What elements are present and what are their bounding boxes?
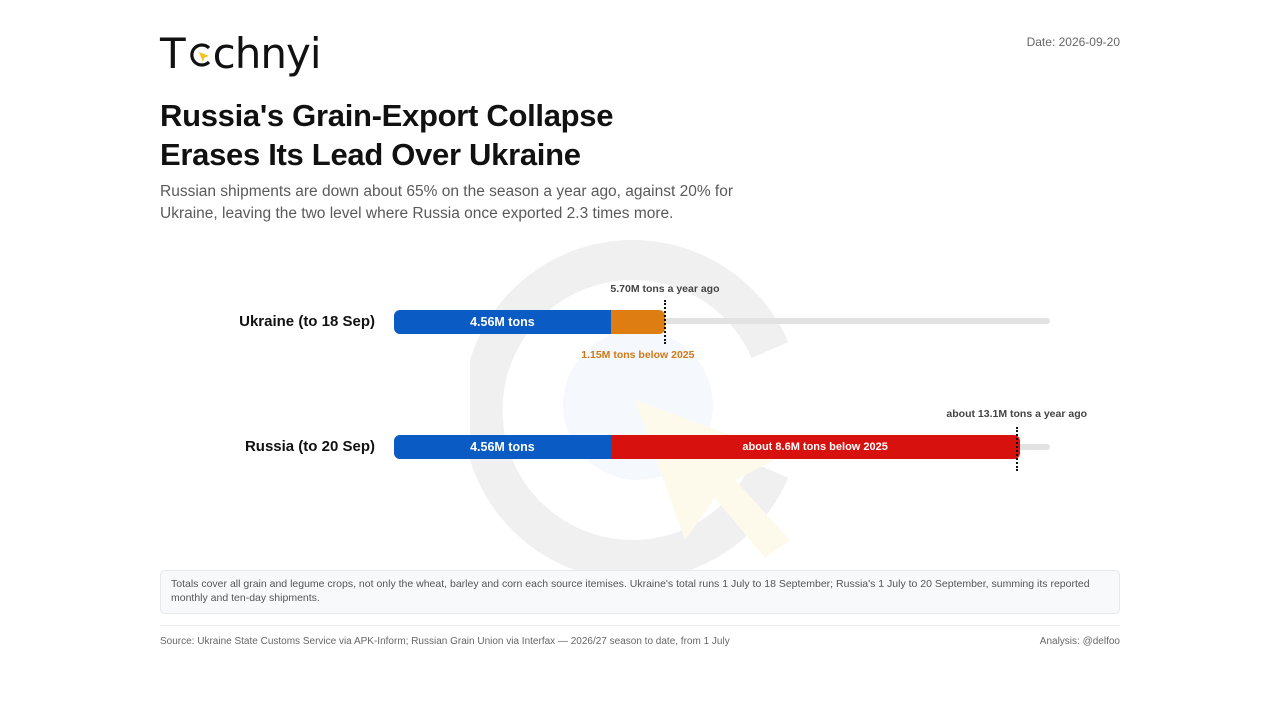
- track-ukraine: [394, 318, 1050, 324]
- annotation-ukraine-year-ago: 5.70M tons a year ago: [610, 283, 720, 295]
- page-title: Russia's Grain-Export Collapse Erases It…: [160, 98, 614, 172]
- logo-cursor-icon: [190, 43, 211, 67]
- bar-label-russia-gap: about 8.6M tons below 2025: [742, 441, 888, 453]
- bar-russia-gap: about 8.6M tons below 2025: [610, 435, 1020, 459]
- analysis-credit: Analysis: @delfoo: [1039, 636, 1120, 647]
- footer-divider: [160, 625, 1120, 626]
- category-label-ukraine: Ukraine (to 18 Sep): [239, 313, 375, 330]
- bar-label-ukraine-current: 4.56M tons: [470, 315, 535, 329]
- annotation-russia-year-ago: about 13.1M tons a year ago: [946, 408, 1088, 420]
- bar-ukraine-current: 4.56M tons: [394, 310, 611, 334]
- marker-russia-year-ago: [1015, 427, 1018, 471]
- date-label: Date: 2026-09-20: [1026, 35, 1120, 49]
- category-label-russia: Russia (to 20 Sep): [244, 438, 375, 455]
- bar-ukraine-gap: [610, 310, 666, 334]
- source-credit: Source: Ukraine State Customs Service vi…: [160, 636, 730, 647]
- bar-label-russia-current: 4.56M tons: [470, 440, 535, 454]
- page-subtitle: Russian shipments are down about 65% on …: [160, 183, 734, 222]
- methodology-note: Totals cover all grain and legume crops,…: [160, 570, 1120, 614]
- marker-ukraine-year-ago: [663, 300, 666, 344]
- bar-russia-current: 4.56M tons: [394, 435, 611, 459]
- annotation-ukraine-gap: 1.15M tons below 2025: [581, 349, 695, 361]
